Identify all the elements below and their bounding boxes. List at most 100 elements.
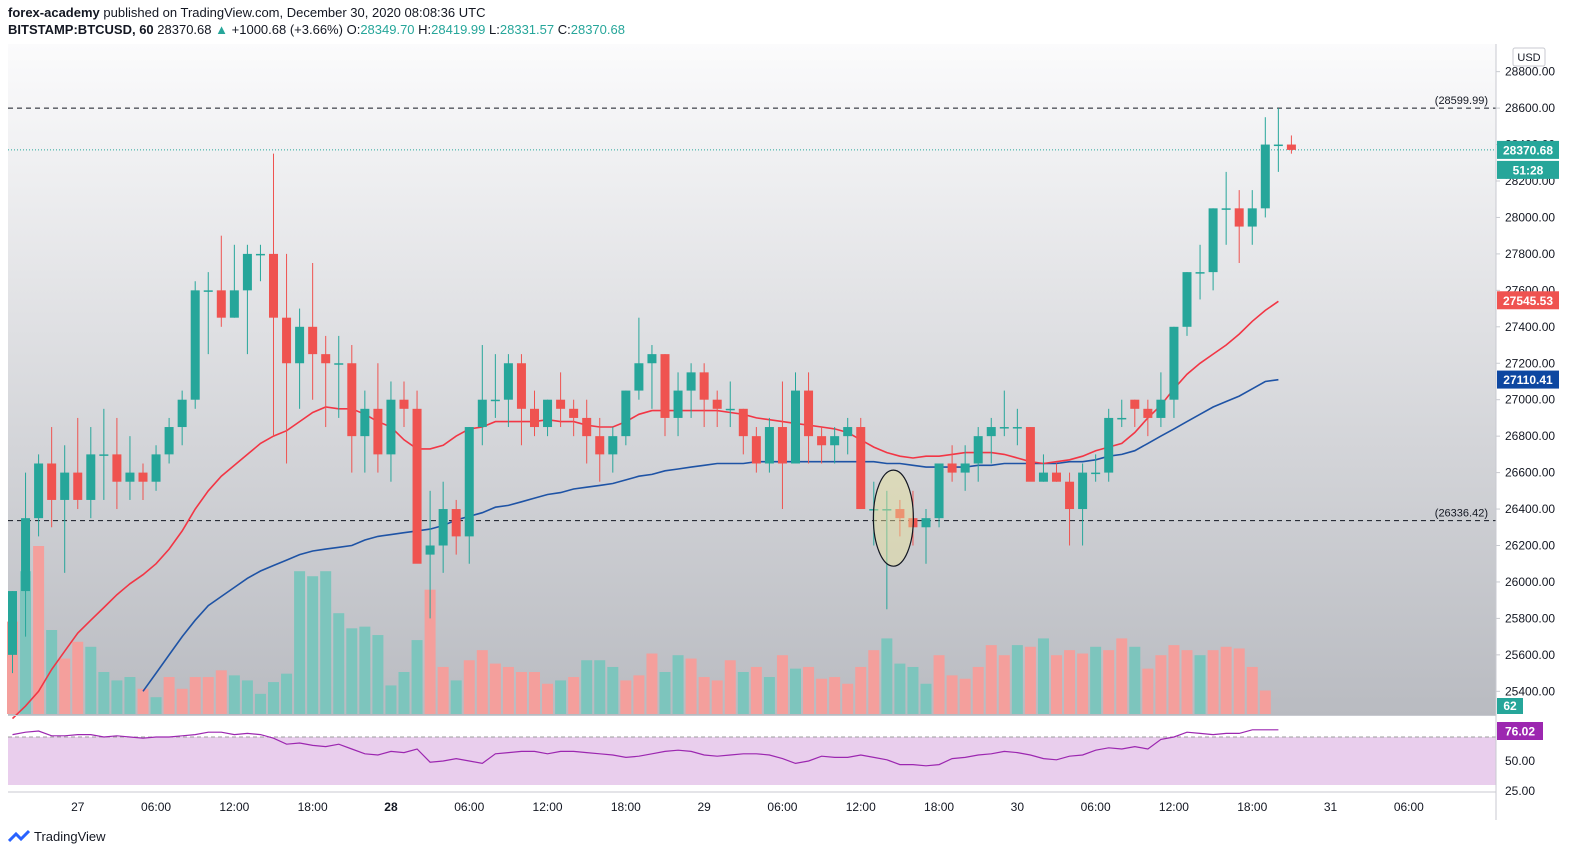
- candle[interactable]: [1208, 208, 1218, 291]
- candle[interactable]: [47, 427, 57, 528]
- candle[interactable]: [556, 372, 566, 428]
- candle[interactable]: [60, 445, 70, 573]
- candle[interactable]: [634, 317, 644, 400]
- candle[interactable]: [451, 499, 461, 555]
- candle[interactable]: [1260, 117, 1270, 218]
- candle[interactable]: [151, 445, 161, 491]
- candle[interactable]: [1091, 454, 1101, 482]
- candle[interactable]: [986, 417, 996, 464]
- brand-name[interactable]: TradingView: [34, 828, 106, 844]
- candle[interactable]: [1169, 326, 1179, 418]
- candle[interactable]: [1065, 472, 1075, 546]
- candle[interactable]: [804, 372, 814, 464]
- candle[interactable]: [647, 345, 657, 409]
- candle[interactable]: [516, 354, 526, 446]
- candle[interactable]: [764, 417, 774, 473]
- candle[interactable]: [321, 335, 331, 428]
- candle[interactable]: [269, 153, 278, 437]
- candle[interactable]: [751, 427, 761, 473]
- candle[interactable]: [791, 372, 800, 464]
- candle[interactable]: [347, 345, 357, 473]
- candle[interactable]: [164, 417, 174, 464]
- candle[interactable]: [895, 499, 905, 537]
- candle[interactable]: [1104, 408, 1114, 482]
- candle[interactable]: [608, 427, 618, 473]
- candle[interactable]: [530, 390, 539, 437]
- candle[interactable]: [1012, 408, 1022, 446]
- moving-average-red-line[interactable]: [11, 300, 1279, 720]
- candle[interactable]: [438, 481, 448, 573]
- candle[interactable]: [8, 591, 17, 674]
- candle[interactable]: [386, 381, 396, 482]
- candle[interactable]: [190, 281, 200, 409]
- tradingview-logo-icon[interactable]: [8, 828, 30, 844]
- candle[interactable]: [1234, 190, 1244, 264]
- candle[interactable]: [34, 454, 44, 537]
- candle[interactable]: [699, 363, 709, 428]
- candle[interactable]: [125, 436, 135, 500]
- candle[interactable]: [21, 472, 31, 637]
- candle[interactable]: [399, 381, 409, 428]
- candle[interactable]: [86, 427, 96, 519]
- candle[interactable]: [373, 363, 383, 473]
- candle[interactable]: [921, 509, 931, 564]
- candle[interactable]: [830, 427, 840, 464]
- ma-blue-price-tag[interactable]: 27110.41: [1497, 370, 1559, 389]
- candle[interactable]: [177, 390, 187, 446]
- candle[interactable]: [1247, 190, 1257, 245]
- ma-red-price-tag[interactable]: 27545.53: [1497, 291, 1559, 310]
- candle[interactable]: [1143, 399, 1153, 437]
- candle[interactable]: [1221, 171, 1231, 245]
- candle[interactable]: [947, 445, 957, 482]
- candle[interactable]: [621, 390, 631, 446]
- candle[interactable]: [1025, 427, 1035, 482]
- candle[interactable]: [686, 363, 696, 418]
- candle[interactable]: [738, 408, 748, 455]
- candle[interactable]: [882, 490, 892, 610]
- candle[interactable]: [477, 345, 487, 446]
- candle[interactable]: [308, 263, 318, 400]
- candle[interactable]: [1182, 272, 1192, 336]
- candle[interactable]: [99, 408, 109, 500]
- candle[interactable]: [412, 390, 422, 564]
- candle[interactable]: [1273, 108, 1283, 172]
- price-axis[interactable]: 25400.00 25600.00 25800.00 26000.00 26200.00…: [1496, 65, 1555, 798]
- candle[interactable]: [960, 445, 970, 491]
- candle[interactable]: [360, 390, 370, 473]
- last-price-tag[interactable]: 28370.68: [1497, 140, 1559, 159]
- candle[interactable]: [543, 399, 553, 437]
- bar-countdown-tag[interactable]: 51:28: [1497, 160, 1559, 179]
- candle[interactable]: [216, 235, 226, 327]
- candle[interactable]: [255, 244, 265, 282]
- rsi-value-tag[interactable]: 76.02: [1497, 722, 1543, 740]
- candle[interactable]: [569, 399, 579, 437]
- candle[interactable]: [660, 354, 670, 437]
- candle[interactable]: [673, 372, 683, 437]
- candle[interactable]: [1130, 399, 1140, 428]
- candle[interactable]: [490, 354, 500, 418]
- candle[interactable]: [203, 272, 213, 355]
- candle[interactable]: [282, 253, 292, 464]
- time-axis[interactable]: 27 06:00 12:00 18:00 28 06:00 12:00 18:00 29 06:0…: [71, 800, 1424, 814]
- candle[interactable]: [1156, 372, 1166, 428]
- candle[interactable]: [503, 354, 513, 428]
- candle[interactable]: [229, 244, 239, 318]
- candle[interactable]: [843, 417, 853, 455]
- candle[interactable]: [1038, 454, 1048, 482]
- candle[interactable]: [334, 335, 344, 418]
- candle[interactable]: [817, 427, 827, 464]
- candle[interactable]: [138, 463, 148, 500]
- candle[interactable]: [999, 390, 1009, 437]
- candle[interactable]: [295, 308, 305, 409]
- candle[interactable]: [582, 399, 592, 464]
- candle[interactable]: [112, 417, 122, 510]
- candle[interactable]: [725, 381, 735, 428]
- symbol-label[interactable]: BITSTAMP:BTCUSD, 60: [8, 22, 154, 37]
- candle[interactable]: [425, 490, 435, 619]
- candle[interactable]: [856, 417, 866, 510]
- currency-badge[interactable]: [1512, 47, 1546, 67]
- rsi-line[interactable]: [12, 729, 1279, 767]
- candle[interactable]: [242, 244, 252, 355]
- moving-average-blue-line[interactable]: [142, 378, 1279, 692]
